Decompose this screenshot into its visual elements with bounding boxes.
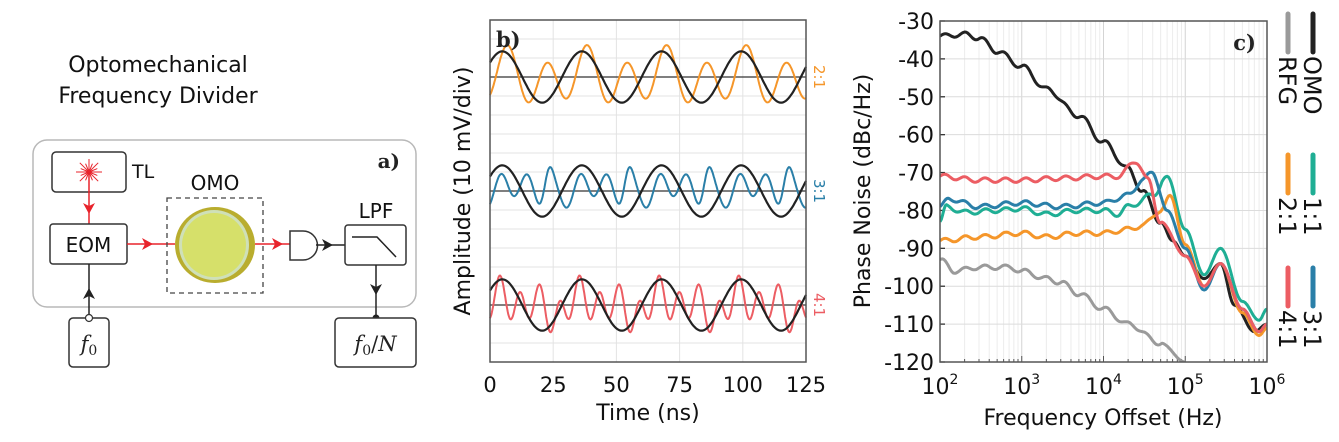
- arrow-right-icon: [142, 238, 153, 250]
- photodetector-icon: [289, 230, 319, 261]
- output-box: [334, 317, 417, 368]
- y-tick-label: -100: [884, 275, 934, 300]
- lpf-box: [344, 224, 407, 266]
- panel-c-series: [940, 30, 1267, 362]
- x-tick-label: 50: [603, 373, 630, 397]
- lowpass-icon: [352, 236, 397, 258]
- series-line-1:1: [940, 174, 1267, 322]
- legend-item-1:1: 1:1: [1298, 152, 1326, 236]
- series-line-3:1: [489, 165, 807, 209]
- ratio-label: 3:1: [810, 179, 828, 203]
- panel-b-y-label: Amplitude (10 mV/div): [451, 67, 476, 316]
- legend-item-2:1: 2:1: [1273, 152, 1301, 236]
- panel-c-y-label: Phase Noise (dBc/Hz): [851, 74, 876, 309]
- panel-a-label: a): [378, 149, 400, 173]
- series-line-4:1: [489, 274, 807, 334]
- lpf-label: LPF: [359, 199, 394, 223]
- laser-icon: [76, 159, 102, 185]
- ratio-label: 2:1: [810, 65, 828, 89]
- x-tick-label: 104: [1085, 372, 1122, 400]
- y-tick-label: -50: [898, 86, 934, 111]
- ratio-label: 4:1: [810, 293, 828, 317]
- arrow-right-icon: [322, 239, 333, 251]
- diagram-title-line1: Optomechanical: [68, 53, 248, 78]
- x-tick-label: 105: [1167, 372, 1204, 400]
- legend-item-4:1: 4:1: [1273, 265, 1301, 349]
- panel-a-diagram: Optomechanical Frequency Divider a) TL E…: [32, 53, 417, 368]
- x-tick-label: 125: [786, 373, 826, 397]
- y-tick-label: -80: [898, 199, 934, 224]
- x-tick-label: 102: [922, 372, 959, 400]
- output-label: f0/N: [352, 332, 397, 359]
- input-label: f0: [79, 332, 98, 359]
- legend-label: OMO: [1298, 56, 1326, 115]
- reference-line-2:1: [489, 50, 807, 104]
- series-line-RFG: [940, 257, 1186, 362]
- omo-enclosure: [166, 197, 264, 294]
- arrow-right-icon: [272, 238, 283, 250]
- reference-line-4:1: [489, 278, 807, 332]
- arrow-down-icon: [83, 203, 95, 214]
- panel-b-x-label: Time (ns): [595, 401, 699, 426]
- panel-c-frame: [939, 20, 1268, 363]
- reference-line-3:1: [489, 164, 807, 218]
- legend-item-OMO: OMO: [1298, 11, 1326, 115]
- legend-label: 3:1: [1298, 310, 1326, 349]
- x-tick-label: 100: [723, 373, 763, 397]
- y-tick-label: -90: [898, 237, 934, 262]
- eom-label: EOM: [66, 233, 112, 257]
- panel-c-x-ticks: 102 103 104 105 106: [922, 372, 1286, 400]
- panel-c-label: c): [1233, 30, 1256, 55]
- input-node-icon: [84, 313, 94, 323]
- series-line-4:1: [940, 161, 1267, 334]
- panel-c-y-ticks: -30 -40 -50 -60 -70 -80 -90 -100 -110 -120: [884, 10, 934, 376]
- system-boundary: [32, 139, 417, 308]
- series-line-2:1: [489, 44, 807, 104]
- y-tick-label: -120: [884, 351, 934, 376]
- panel-b-chart: b) 2:1 3:1 4:1 0 25 50 75 100 125 Time (ns) Amp…: [451, 19, 828, 426]
- series-line-OMO: [940, 30, 1267, 334]
- legend-label: 4:1: [1273, 310, 1301, 349]
- panel-c-grid: [940, 20, 1267, 363]
- arrow-down-icon: [370, 284, 382, 295]
- y-tick-label: -110: [884, 313, 934, 338]
- omo-label: OMO: [191, 171, 240, 195]
- y-tick-label: -30: [898, 10, 934, 35]
- panel-b-x-ticks: 0 25 50 75 100 125: [483, 373, 826, 397]
- legend-label: 1:1: [1298, 197, 1326, 236]
- panel-b-frame: [489, 19, 807, 363]
- legend-label: 2:1: [1273, 197, 1301, 236]
- panel-b-ratio-labels: 2:1 3:1 4:1: [810, 65, 828, 317]
- panel-b-label: b): [496, 27, 521, 52]
- panel-b-series: [489, 44, 807, 334]
- legend-item-RFG: RFG: [1273, 11, 1301, 105]
- x-tick-label: 75: [666, 373, 693, 397]
- x-tick-label: 25: [540, 373, 567, 397]
- resonator-disk: [182, 213, 246, 277]
- legend-label: RFG: [1273, 56, 1301, 105]
- diagram-title-line2: Frequency Divider: [58, 84, 258, 109]
- laser-label: TL: [131, 161, 155, 183]
- y-tick-label: -60: [898, 124, 934, 149]
- panel-c-x-label: Frequency Offset (Hz): [984, 406, 1223, 431]
- y-tick-label: -40: [898, 48, 934, 73]
- y-tick-label: -70: [898, 162, 934, 187]
- panel-c-chart: c) -30 -40 -50 -60 -70 -80 -90 -100 -110 -120 102…: [851, 10, 1326, 431]
- x-tick-label: 103: [1003, 372, 1040, 400]
- arrow-up-icon: [83, 288, 95, 299]
- x-tick-label: 106: [1249, 372, 1286, 400]
- legend-item-3:1: 3:1: [1298, 265, 1326, 349]
- x-tick-label: 0: [483, 373, 496, 397]
